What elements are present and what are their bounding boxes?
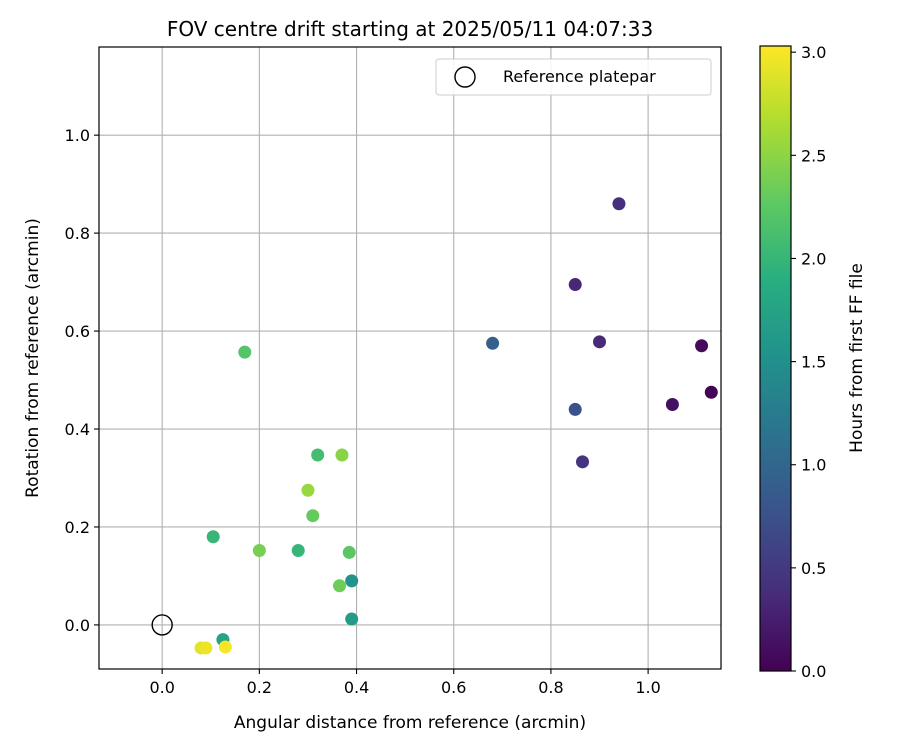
data-point [335, 448, 349, 462]
y-tick-label: 0.8 [65, 224, 90, 243]
data-point [665, 398, 679, 412]
plot-frame [98, 46, 722, 670]
data-point [306, 509, 320, 523]
x-tick-label: 0.2 [247, 678, 272, 697]
data-point [291, 543, 305, 557]
data-point [252, 543, 266, 557]
colorbar-ticks: 0.0 0.5 1.0 1.5 2.0 2.5 3.0 [791, 43, 826, 681]
data-point [568, 278, 582, 292]
y-tick-label: 0.0 [65, 616, 90, 635]
data-point [342, 545, 356, 559]
x-tick-label: 0.0 [149, 678, 174, 697]
data-point [345, 612, 359, 626]
data-point [568, 402, 582, 416]
data-points [151, 197, 718, 655]
data-point [333, 579, 347, 593]
legend-marker [454, 66, 476, 88]
data-point [576, 455, 590, 469]
y-tick-label: 0.2 [65, 518, 90, 537]
data-point [695, 339, 709, 353]
x-axis-label: Angular distance from reference (arcmin) [234, 713, 586, 733]
x-tick-label: 0.6 [441, 678, 466, 697]
x-tick-label: 0.8 [538, 678, 563, 697]
colorbar: 0.0 0.5 1.0 1.5 2.0 2.5 3.0 Hours from first F… [759, 43, 867, 681]
x-tick-label: 1.0 [635, 678, 660, 697]
y-tick-label: 1.0 [65, 126, 90, 145]
y-tick-label: 0.4 [65, 420, 90, 439]
data-point [218, 640, 232, 654]
colorbar-tick-label: 0.0 [801, 662, 826, 681]
colorbar-label: Hours from first FF file [847, 263, 867, 453]
reference-point [151, 614, 173, 636]
grid [99, 47, 721, 669]
chart-title: FOV centre drift starting at 2025/05/11 … [167, 17, 653, 41]
colorbar-tick-label: 1.5 [801, 353, 826, 372]
colorbar-tick-label: 0.5 [801, 559, 826, 578]
legend-box [435, 58, 712, 96]
y-tick-label: 0.6 [65, 322, 90, 341]
x-tick-label: 0.4 [344, 678, 369, 697]
colorbar-gradient [759, 45, 792, 672]
colorbar-tick-label: 2.0 [801, 249, 826, 268]
colorbar-tick-label: 2.5 [801, 146, 826, 165]
data-point [199, 641, 213, 655]
data-point [593, 335, 607, 349]
colorbar-tick-label: 3.0 [801, 43, 826, 62]
data-point [612, 197, 626, 211]
y-axis-ticks: 0.0 0.2 0.4 0.6 0.8 1.0 [65, 126, 99, 635]
legend: Reference platepar [435, 58, 712, 96]
y-axis-label: Rotation from reference (arcmin) [23, 218, 43, 498]
data-point [206, 530, 220, 544]
data-point [704, 385, 718, 399]
data-point [345, 574, 359, 588]
x-axis-ticks: 0.0 0.2 0.4 0.6 0.8 1.0 [149, 669, 661, 697]
data-point [238, 345, 252, 359]
data-point [486, 336, 500, 350]
legend-entry-reference: Reference platepar [503, 67, 656, 86]
colorbar-tick-label: 1.0 [801, 456, 826, 475]
data-point [301, 483, 315, 497]
data-point [311, 448, 325, 462]
